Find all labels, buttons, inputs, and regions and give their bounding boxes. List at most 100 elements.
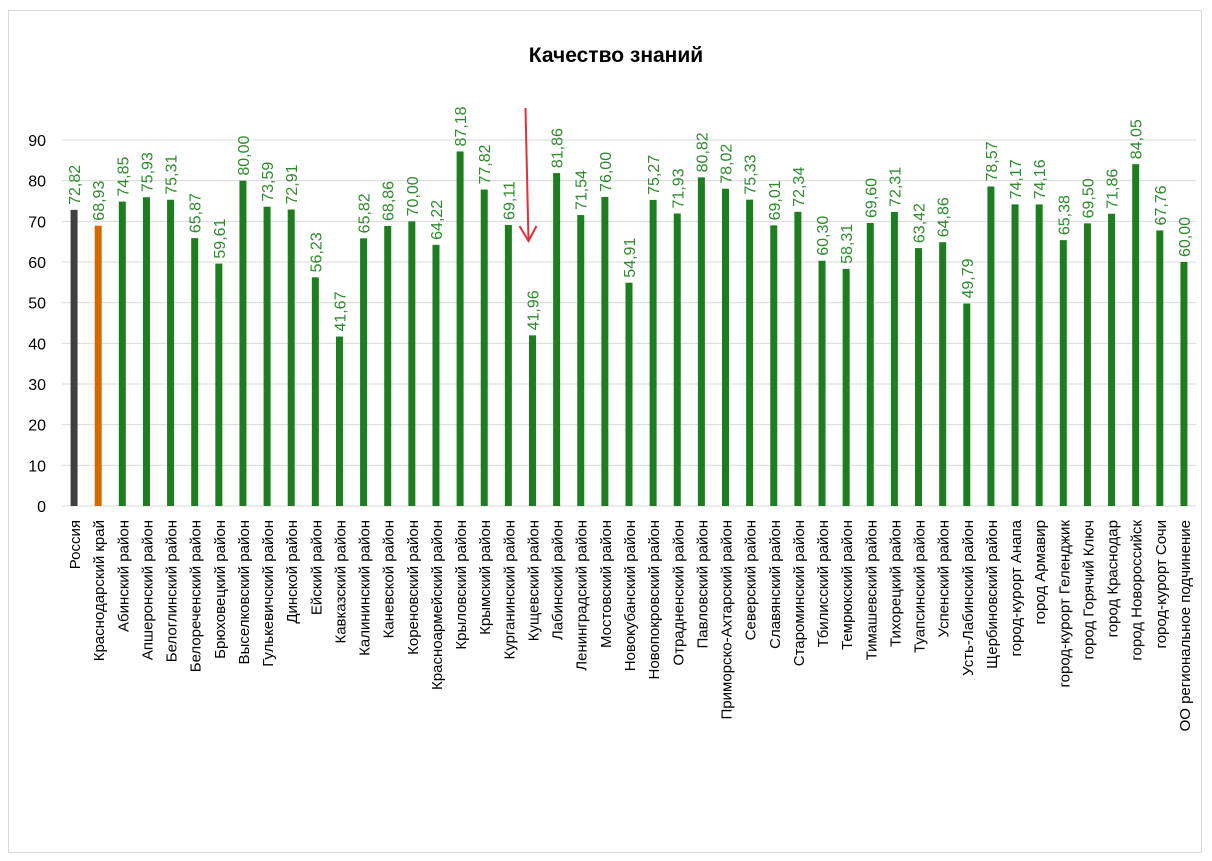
category-label: Успенский район	[936, 520, 953, 637]
value-label: 74,85	[115, 156, 132, 196]
bar	[215, 263, 223, 506]
value-label: 63,42	[912, 203, 929, 243]
value-label: 59,61	[212, 218, 229, 258]
category-label: Усть-Лабинский район	[960, 520, 977, 676]
value-label: 84,05	[1129, 119, 1146, 159]
category-label: Краснодарский край	[91, 520, 108, 661]
category-label: Туапсинский район	[912, 520, 929, 653]
value-label: 64,22	[429, 200, 446, 240]
category-labels: Россия Краснодарский край Абинский район Ап…	[67, 519, 1194, 731]
category-label: город Новороссийск	[1129, 520, 1146, 661]
value-label: 68,93	[91, 181, 108, 221]
bar	[987, 186, 995, 506]
value-label: 69,50	[1080, 178, 1097, 218]
bar	[335, 336, 343, 506]
value-label: 75,31	[164, 155, 181, 195]
value-label: 60,30	[815, 216, 832, 256]
y-tick-label: 10	[28, 458, 46, 475]
category-label: Темрюкский район	[839, 520, 856, 650]
value-label: 71,93	[670, 168, 687, 208]
category-label: город Краснодар	[1105, 520, 1122, 637]
bar	[890, 211, 898, 506]
category-label: Славянский район	[767, 520, 784, 649]
category-label: Ейский район	[308, 520, 325, 615]
bar	[601, 196, 609, 506]
category-label: Павловский район	[694, 520, 711, 649]
value-label: 70,00	[405, 176, 422, 216]
category-label: Кущевский район	[525, 520, 542, 641]
category-label: Россия	[67, 520, 84, 569]
category-label: Белореченский район	[188, 520, 205, 672]
value-label: 80,82	[694, 132, 711, 172]
value-label: 68,86	[381, 181, 398, 221]
category-label: Тбилисский район	[815, 520, 832, 647]
value-label: 76,00	[598, 152, 615, 192]
bar	[1059, 240, 1067, 506]
y-tick-label: 50	[28, 296, 46, 313]
value-label: 41,67	[332, 291, 349, 331]
bar	[1011, 204, 1019, 506]
category-label: Апшеронский район	[139, 520, 156, 660]
value-label: 71,54	[574, 170, 591, 210]
category-label: Новокубанский район	[622, 520, 639, 671]
y-tick-label: 0	[37, 499, 46, 516]
bar	[770, 225, 778, 507]
category-label: город Армавир	[1032, 520, 1049, 624]
bar	[360, 238, 368, 506]
category-label: Северский район	[743, 520, 760, 640]
value-label: 72,91	[284, 164, 301, 204]
bar	[746, 199, 754, 506]
bar	[963, 303, 971, 506]
category-label: город Горячий Ключ	[1080, 520, 1097, 659]
bar	[432, 244, 440, 506]
value-label: 87,18	[453, 106, 470, 146]
value-label: 80,00	[236, 136, 253, 176]
value-label: 60,00	[1177, 217, 1194, 257]
value-label: 72,82	[67, 165, 84, 205]
bar	[697, 177, 705, 506]
bar	[408, 221, 416, 507]
category-label: Щербиновский район	[984, 520, 1001, 669]
category-label: Лабинский район	[550, 520, 567, 640]
bar	[577, 215, 585, 506]
category-label: Староминский район	[791, 520, 808, 666]
bar	[311, 277, 319, 506]
value-label: 72,34	[791, 167, 808, 207]
y-tick-label: 20	[28, 418, 46, 435]
value-label: 64,86	[936, 197, 953, 237]
bar	[528, 335, 536, 506]
bar	[239, 180, 247, 506]
bar	[1083, 223, 1091, 506]
value-label: 74,17	[1008, 159, 1025, 199]
bar	[818, 260, 826, 506]
category-label: Калининский район	[357, 520, 374, 656]
category-label: Белоглинский район	[164, 520, 181, 662]
category-label: Тимашевский район	[863, 520, 880, 660]
value-label: 77,82	[477, 144, 494, 184]
bar	[673, 213, 681, 506]
value-labels: 72,82 68,93 74,85 75,93 75,31 65,87 59,61 80,00…	[67, 106, 1194, 331]
value-label: 65,82	[357, 193, 374, 233]
category-label: Новопокровский район	[646, 520, 663, 680]
bars	[70, 151, 1188, 507]
bar	[553, 173, 561, 506]
category-label: Абинский район	[115, 520, 132, 632]
category-label: город-курорт Сочи	[1153, 520, 1170, 648]
category-label: Выселковский район	[236, 520, 253, 664]
bar	[722, 188, 730, 506]
category-label: ОО региональное подчинение	[1177, 520, 1194, 731]
value-label: 67,76	[1153, 185, 1170, 225]
value-label: 54,91	[622, 238, 639, 278]
bar	[480, 189, 488, 507]
value-label: 69,01	[767, 180, 784, 220]
y-tick-label: 70	[28, 214, 46, 231]
value-label: 69,60	[863, 178, 880, 218]
annotation-arrow-head	[518, 225, 538, 244]
category-label: город-курорт Геленджик	[1056, 520, 1073, 688]
value-label: 78,02	[719, 144, 736, 184]
category-label: Красноармейский район	[429, 520, 446, 690]
bar	[70, 209, 78, 506]
bar	[384, 225, 392, 506]
bar	[915, 248, 923, 507]
